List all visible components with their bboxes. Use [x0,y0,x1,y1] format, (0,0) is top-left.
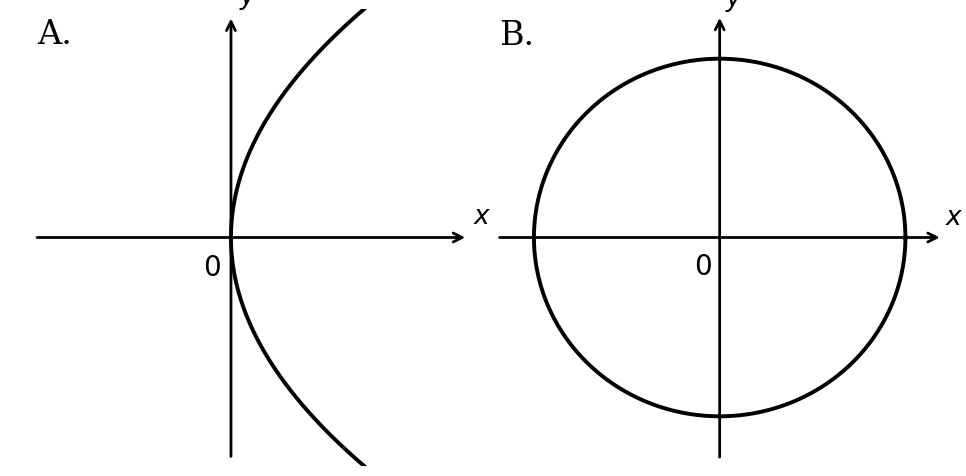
Text: $y$: $y$ [725,0,744,14]
Text: A.: A. [37,19,71,51]
Text: $0$: $0$ [203,255,221,282]
Text: $x$: $x$ [946,204,964,229]
Text: B.: B. [499,20,534,52]
Text: $x$: $x$ [473,203,492,228]
Text: $0$: $0$ [695,253,712,280]
Text: $y$: $y$ [239,0,258,12]
